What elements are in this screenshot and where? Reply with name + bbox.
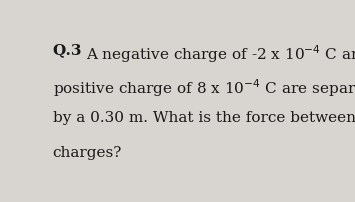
- Text: Q.3: Q.3: [53, 43, 86, 57]
- Text: by a 0.30 m. What is the force between 2: by a 0.30 m. What is the force between 2: [53, 111, 355, 125]
- Text: charges?: charges?: [53, 146, 122, 160]
- Text: A negative charge of -2 x 10$^{-4}$ C and a: A negative charge of -2 x 10$^{-4}$ C an…: [86, 43, 355, 65]
- Text: positive charge of 8 x 10$^{-4}$ C are separated: positive charge of 8 x 10$^{-4}$ C are s…: [53, 77, 355, 99]
